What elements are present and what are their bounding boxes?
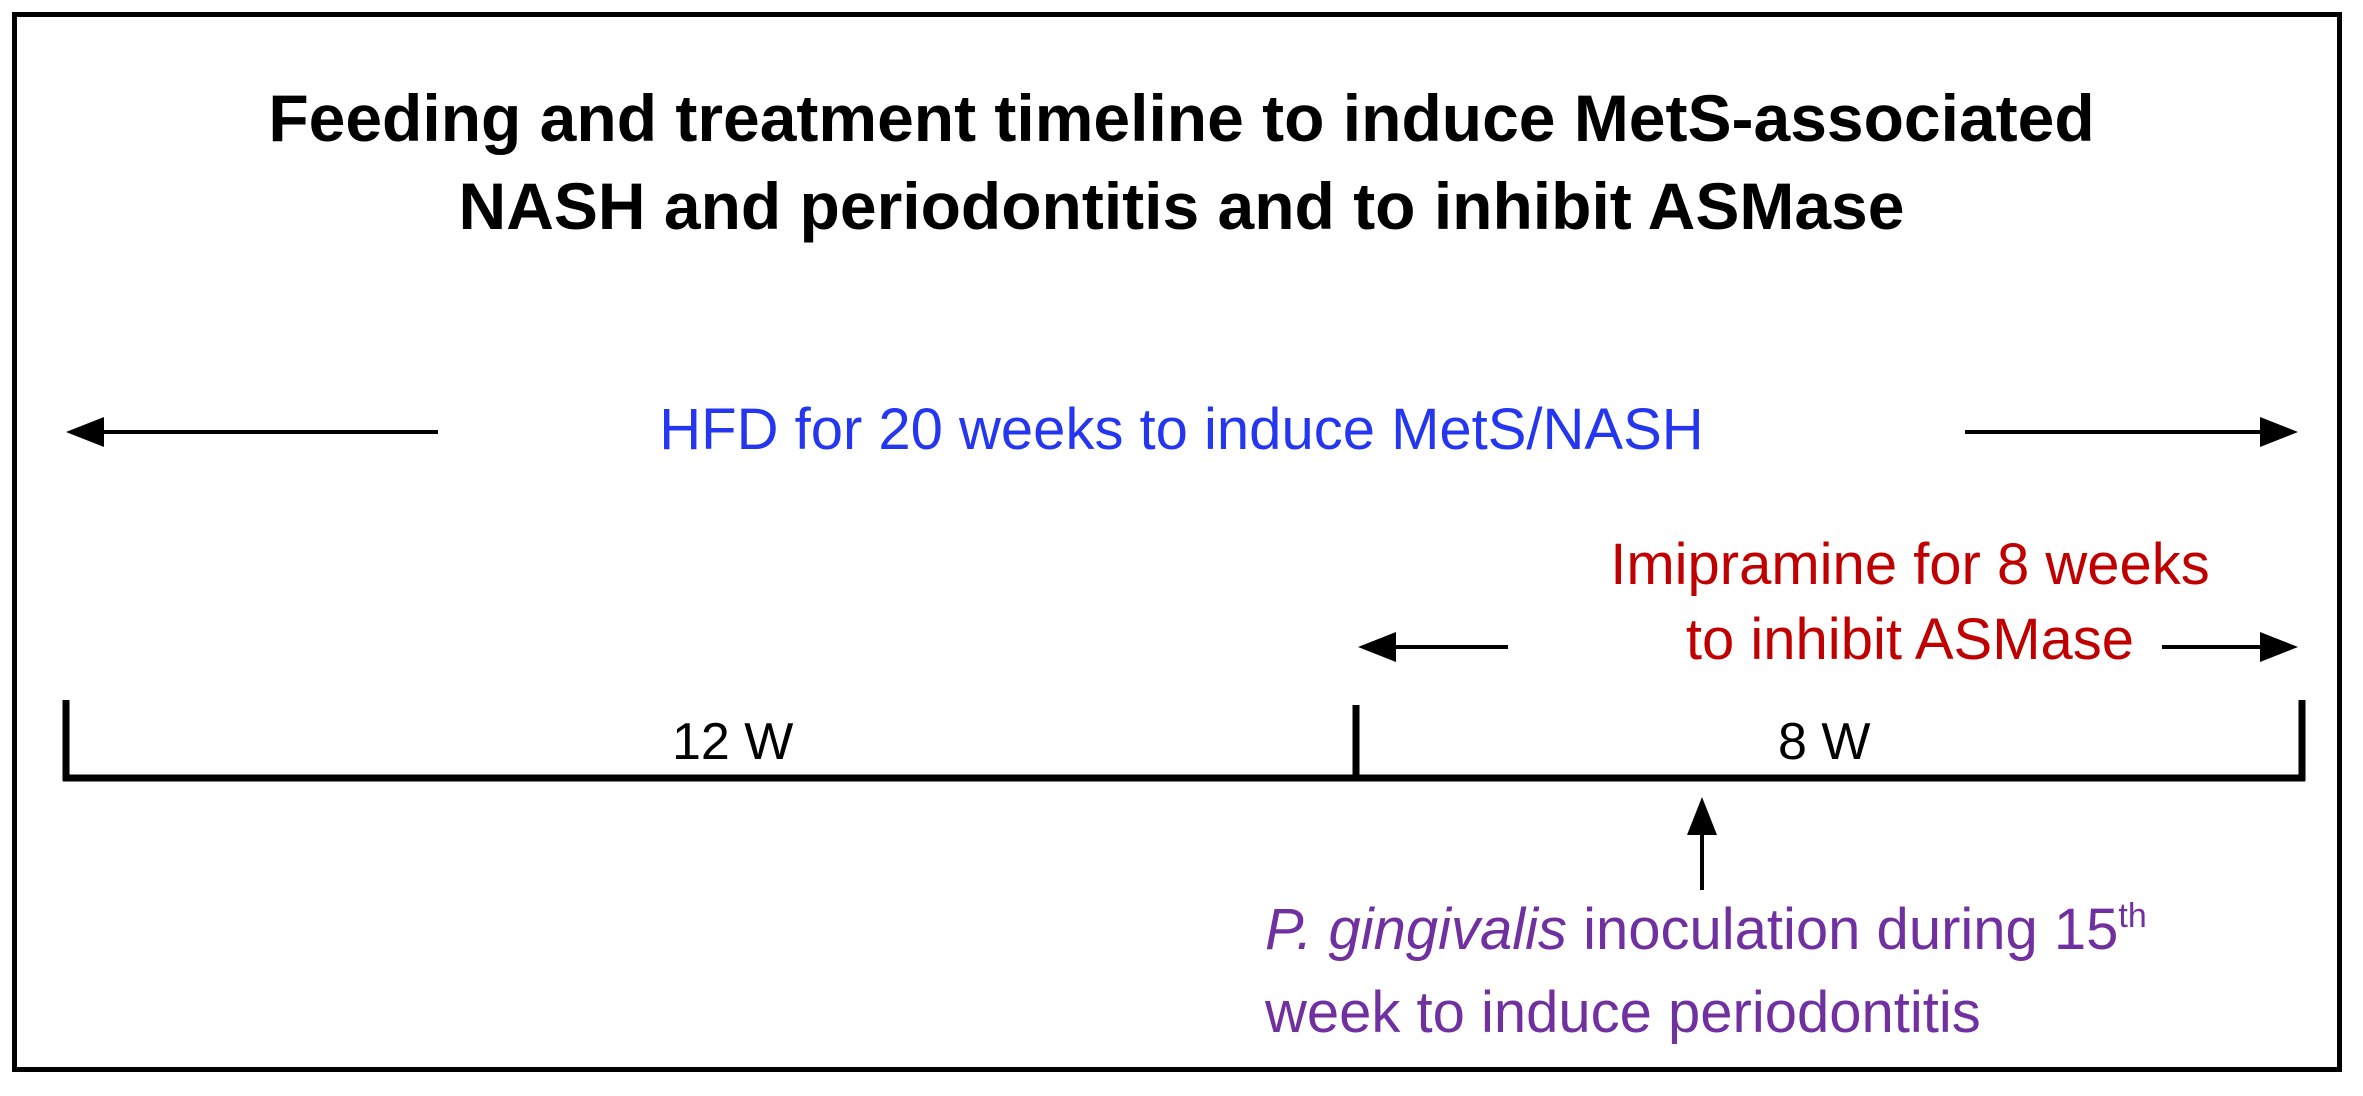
hfd-left-arrow [66, 417, 438, 447]
imipramine-right-arrow [2162, 632, 2298, 662]
timeline-axis [62, 700, 2306, 782]
imipramine-label-line1: Imipramine for 8 weeks [1610, 532, 2210, 597]
imipramine-left-arrow [1358, 632, 1508, 662]
segment-8w-label: 8 W [1778, 713, 1871, 771]
segment-12w-label: 12 W [672, 713, 794, 771]
inoculation-label-line2: week to induce periodontitis [1265, 980, 1981, 1045]
inoculation-text: inoculation during 15 [1567, 897, 2119, 962]
inoculation-label-line1: P. gingivalis inoculation during 15th [1265, 895, 2147, 965]
diagram-title-line1: Feeding and treatment timeline to induce… [268, 81, 2095, 155]
inoculation-species: P. gingivalis [1265, 897, 1568, 962]
inoculation-superscript: th [2118, 897, 2147, 935]
hfd-label: HFD for 20 weeks to induce MetS/NASH [659, 397, 1704, 462]
inoculation-arrow [1687, 797, 1717, 890]
imipramine-label-line2: to inhibit ASMase [1685, 607, 2135, 672]
diagram-frame [12, 12, 2342, 1072]
diagram-title-line2: NASH and periodontitis and to inhibit AS… [458, 169, 1905, 243]
hfd-right-arrow [1965, 417, 2298, 447]
